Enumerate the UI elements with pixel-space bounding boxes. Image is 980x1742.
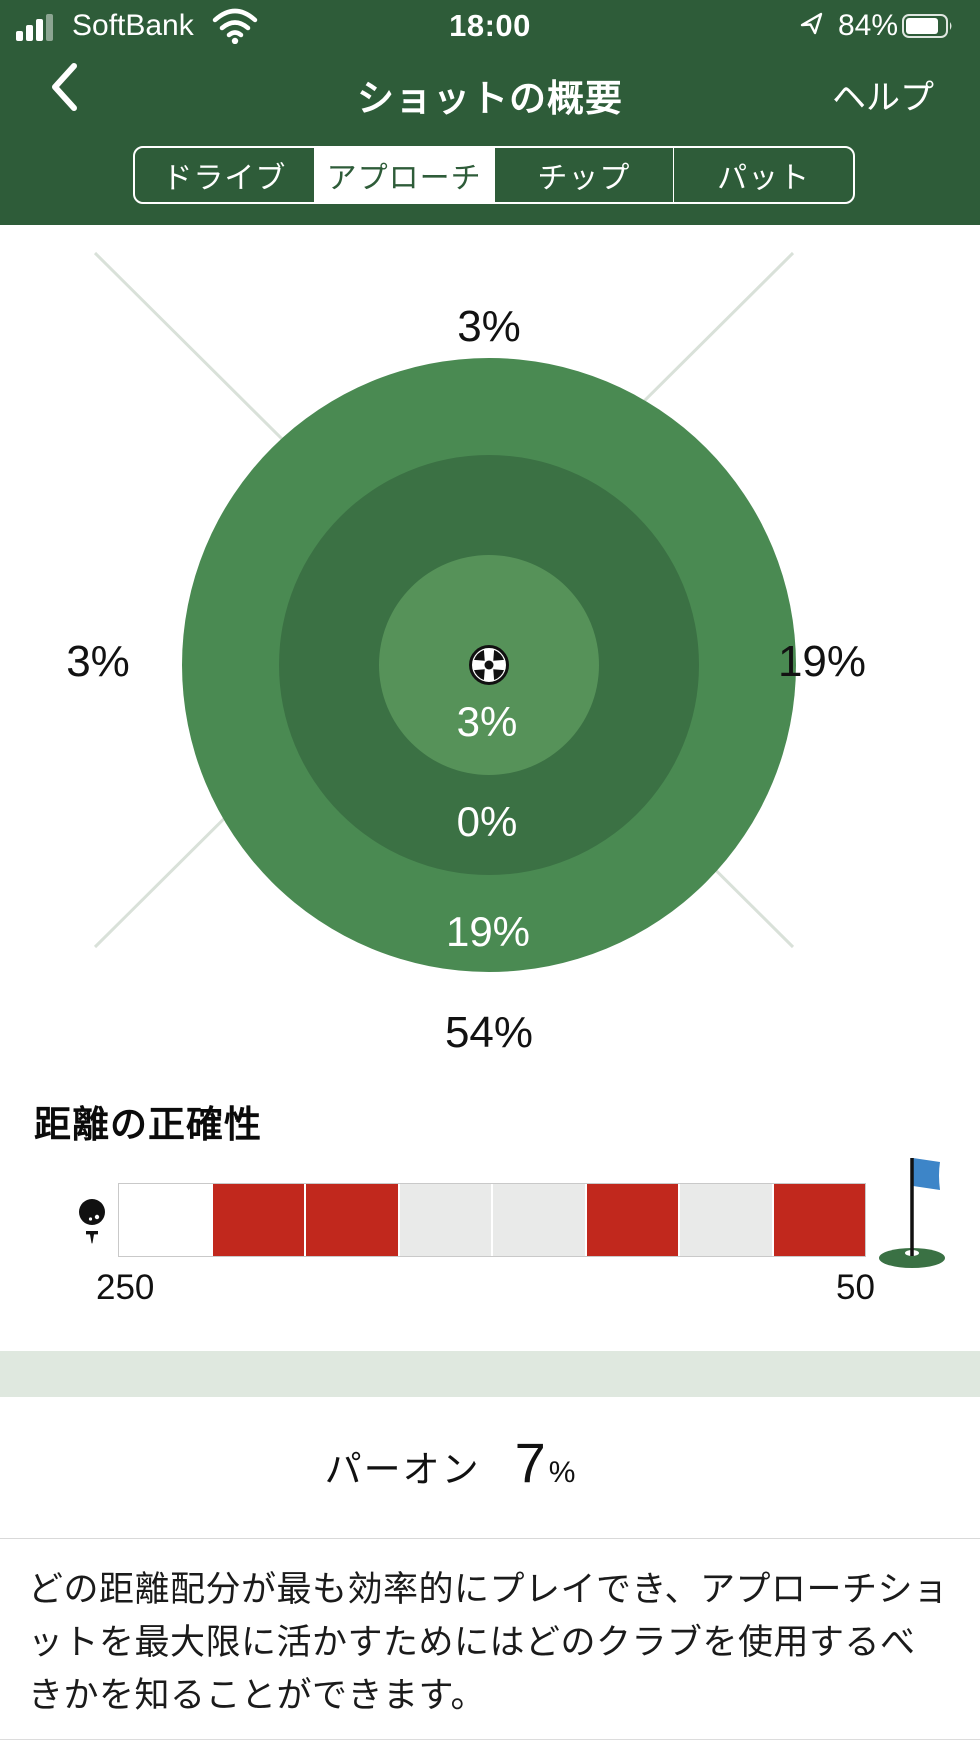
page-title: ショットの概要 <box>357 78 623 119</box>
accuracy-segment <box>399 1184 491 1256</box>
wifi-icon <box>212 8 258 44</box>
tab-label: アプローチ <box>326 162 482 195</box>
par-on-stat: パーオン 7 % <box>0 1430 980 1495</box>
distance-accuracy-title: 距離の正確性 <box>34 1104 262 1145</box>
back-button[interactable] <box>44 60 84 116</box>
accuracy-segment <box>680 1184 772 1256</box>
location-arrow-icon <box>800 12 823 35</box>
dispersion-label-left: 3% <box>66 637 130 686</box>
battery-icon <box>902 14 952 38</box>
dispersion-label-outer-ring: 19% <box>445 908 531 955</box>
clock-label: 18:00 <box>449 8 531 43</box>
bottom-divider <box>0 1739 980 1740</box>
accuracy-segment <box>586 1184 678 1256</box>
dispersion-label-middle-ring: 0% <box>456 798 518 845</box>
carrier-label: SoftBank <box>72 9 194 42</box>
tab-label: チップ <box>537 162 631 195</box>
golf-ball-tee-icon <box>79 1199 105 1244</box>
accuracy-segment <box>773 1184 865 1256</box>
help-button[interactable]: ヘルプ <box>832 70 934 119</box>
dispersion-label-right: 19% <box>777 637 867 686</box>
distance-accuracy-bar <box>118 1183 866 1257</box>
description-text: どの距離配分が最も効率的にプレイでき、アプローチショットを最大限に活かすためには… <box>0 1538 980 1722</box>
tab-shot-type[interactable]: アプローチ <box>314 148 495 202</box>
accuracy-segment <box>119 1184 211 1256</box>
tab-label: ドライブ <box>162 162 287 195</box>
dispersion-label-inner-circle: 3% <box>456 698 518 745</box>
tab-shot-type[interactable]: チップ <box>495 148 675 202</box>
shot-type-tabs: ドライブ アプローチ チップ パット <box>133 146 855 204</box>
accuracy-segment <box>212 1184 304 1256</box>
target-pin-icon <box>469 645 509 685</box>
dispersion-label-long: 3% <box>457 302 521 351</box>
section-divider-band <box>0 1351 980 1397</box>
tab-shot-type[interactable]: ドライブ <box>135 148 315 202</box>
par-on-value: 7 <box>514 1431 546 1494</box>
tab-shot-type[interactable]: パット <box>674 148 853 202</box>
dispersion-label-short: 54% <box>444 1008 534 1057</box>
tab-label: パット <box>717 162 811 195</box>
accuracy-segment <box>306 1184 398 1256</box>
app-header: SoftBank 18:00 84% ショットの概要 ヘルプ ドライブ アプロー… <box>0 0 980 225</box>
cellular-signal-icon <box>16 14 64 41</box>
chevron-left-icon <box>52 62 77 111</box>
par-on-unit: % <box>548 1456 576 1489</box>
distance-scale-end-label: 50 <box>836 1268 875 1307</box>
accuracy-segment <box>493 1184 585 1256</box>
distance-scale-start-label: 250 <box>96 1268 155 1307</box>
flag-pin-icon <box>879 1158 945 1268</box>
battery-percent-label: 84% <box>838 9 899 42</box>
par-on-label: パーオン <box>324 1449 481 1490</box>
